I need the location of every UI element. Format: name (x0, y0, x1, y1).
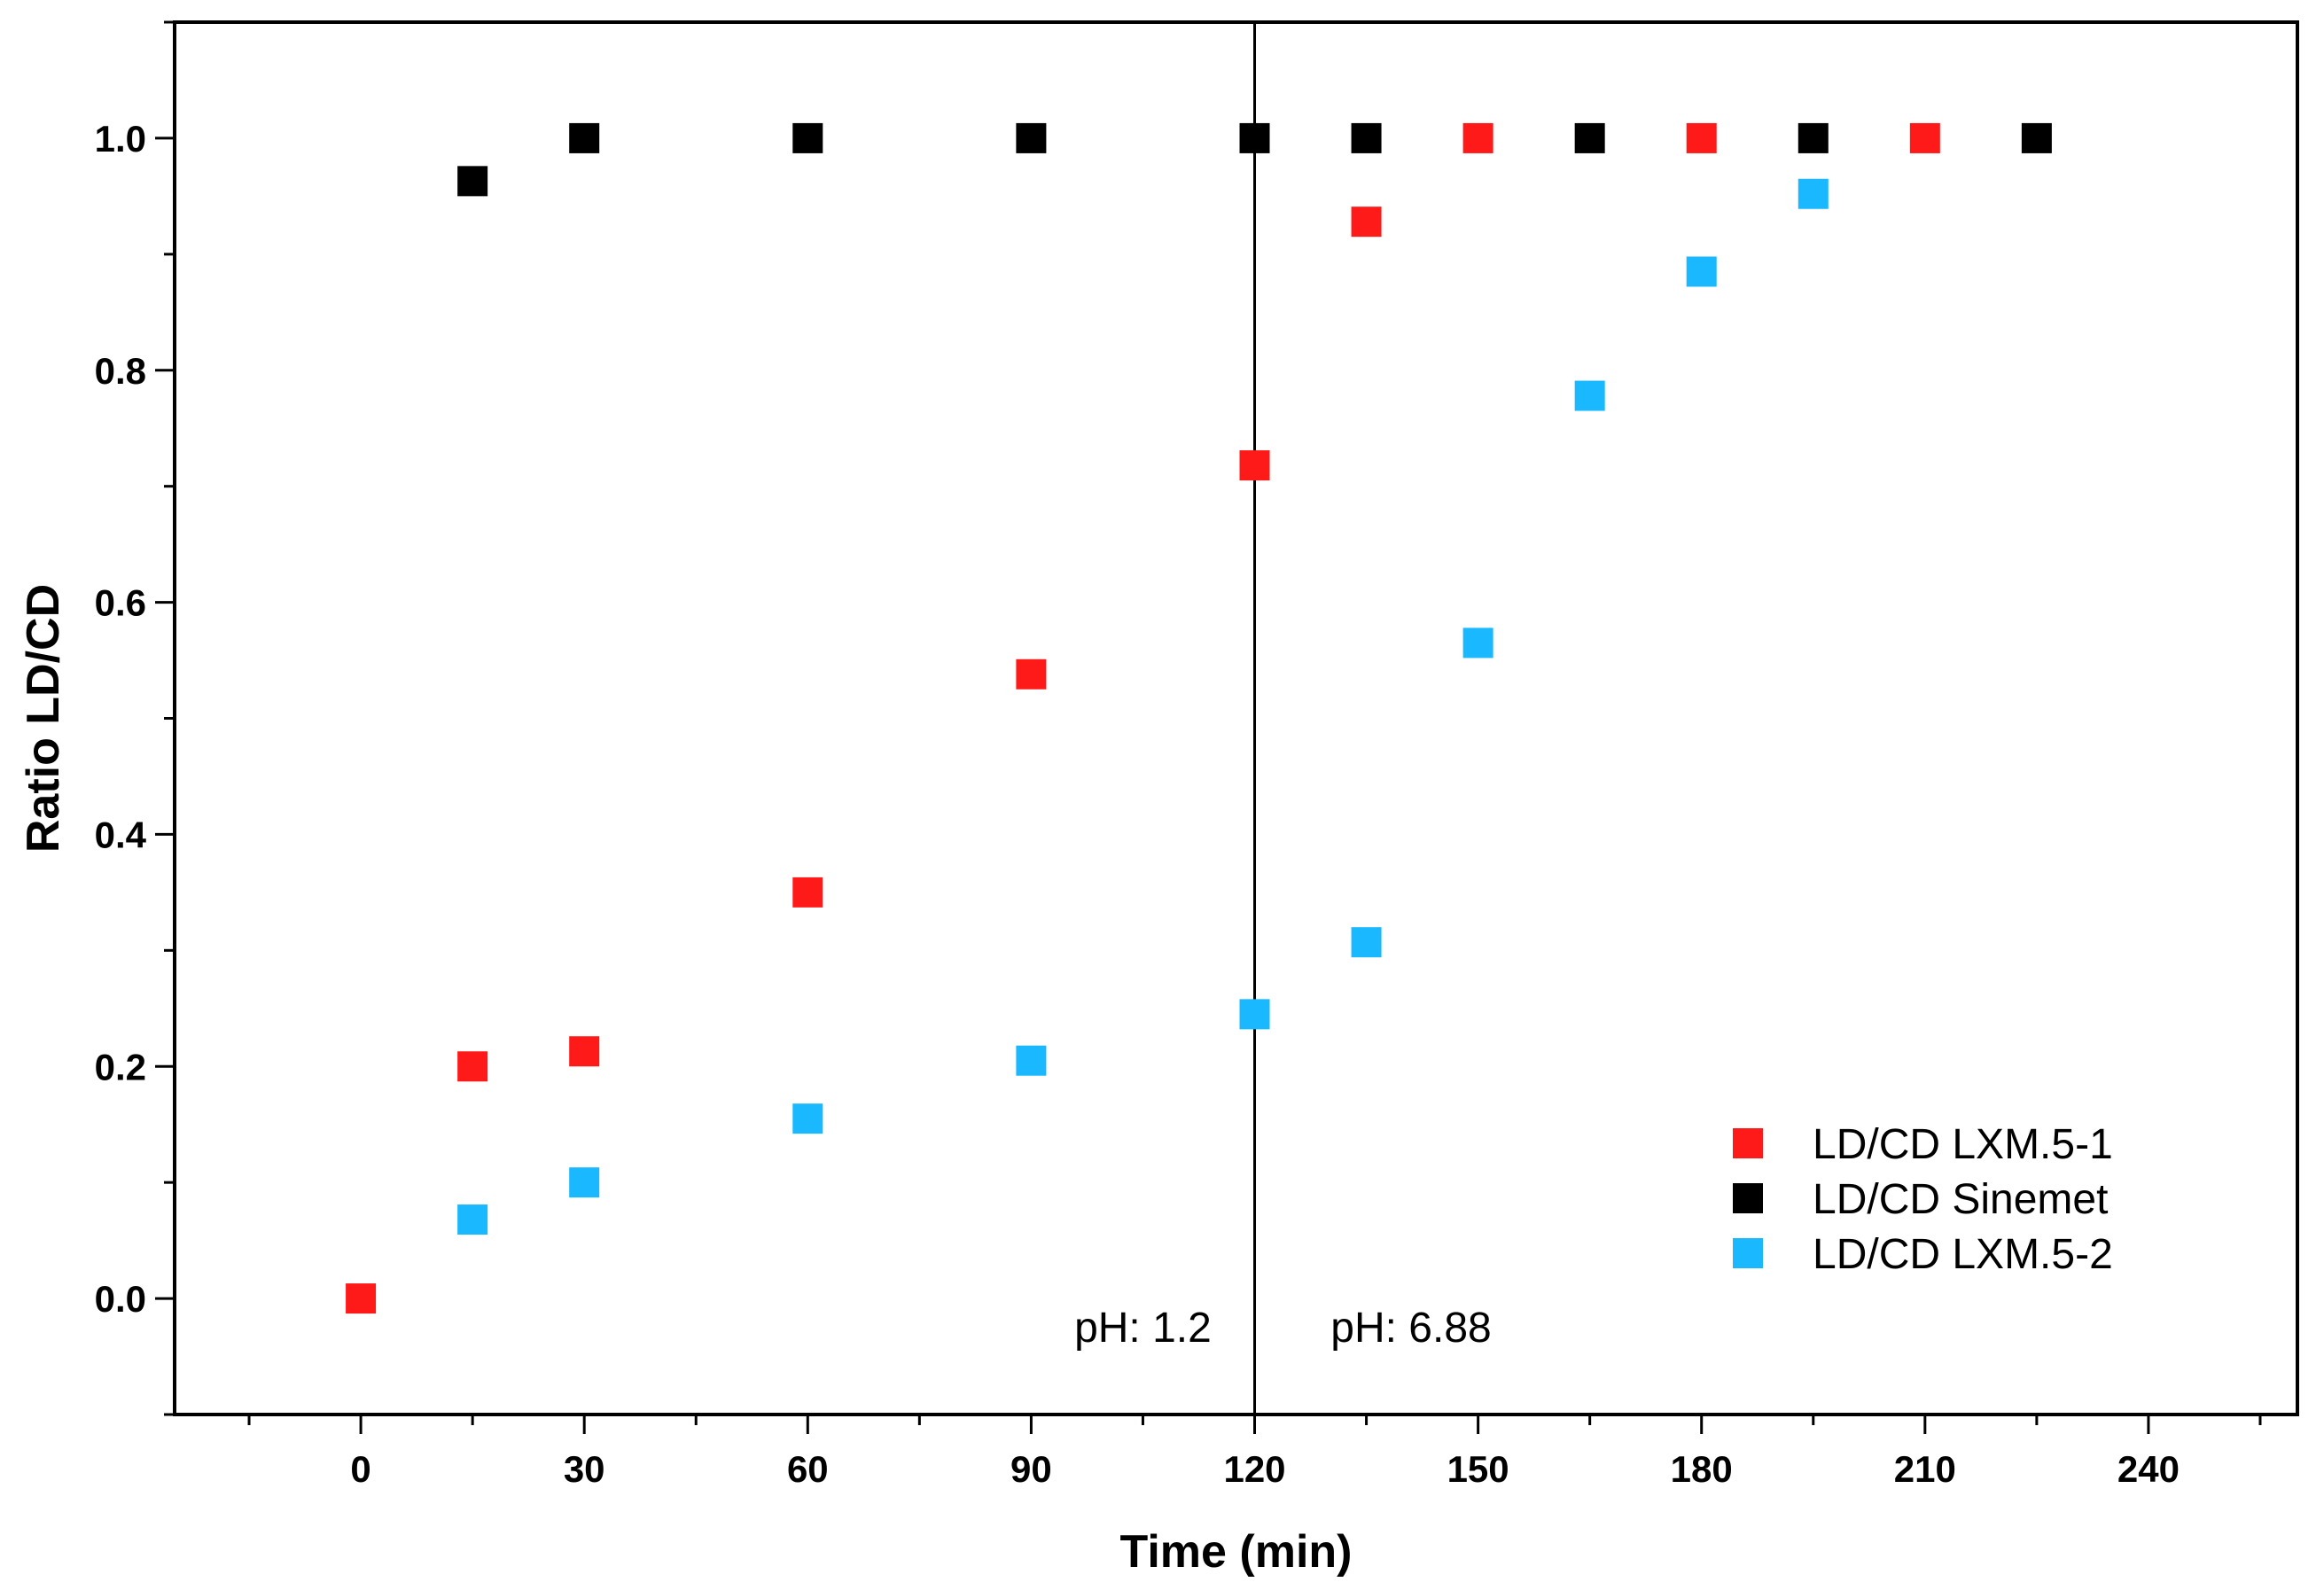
data-point-series-0 (457, 1051, 488, 1082)
x-tick-label: 240 (2117, 1448, 2180, 1490)
x-tick-label: 90 (1010, 1448, 1052, 1490)
legend-label-lxm-5-2: LD/CD LXM.5-2 (1813, 1231, 2113, 1278)
data-point-series-1 (1351, 122, 1382, 153)
annotation-ph-1-2: pH: 1.2 (1074, 1305, 1212, 1352)
data-point-series-2 (1574, 380, 1605, 411)
data-point-series-0 (1351, 207, 1382, 238)
data-point-series-2 (792, 1103, 823, 1134)
data-point-series-1 (1239, 122, 1270, 153)
data-point-series-0 (1016, 659, 1047, 690)
x-tick-label: 60 (787, 1448, 829, 1490)
y-tick-label: 0.6 (95, 582, 146, 624)
plot-frame (173, 20, 2299, 1416)
legend-swatch-sinemet (1733, 1183, 1763, 1213)
legend-swatch-lxm-5-1 (1733, 1128, 1763, 1158)
data-point-series-2 (1462, 627, 1493, 659)
data-point-series-0 (1462, 122, 1493, 153)
y-tick-label: 1.0 (95, 118, 146, 160)
x-tick-label: 30 (564, 1448, 605, 1490)
marks-layer (346, 122, 2052, 1314)
data-point-series-1 (792, 122, 823, 153)
x-tick-label: 150 (1447, 1448, 1509, 1490)
data-point-series-2 (1239, 999, 1270, 1030)
y-tick-label: 0.4 (95, 814, 147, 855)
ticks-layer: 0 30 60 90 120 150 180 210 240 0.0 0.2 0.4 0.6 0.8 1.0 (95, 20, 2262, 1490)
annotation-ph-6-88: pH: 6.88 (1330, 1305, 1491, 1352)
y-tick-label: 0.8 (95, 350, 146, 392)
data-point-series-1 (1798, 122, 1829, 153)
data-point-series-2 (569, 1167, 600, 1198)
legend-swatch-lxm-5-2 (1733, 1238, 1763, 1268)
data-point-series-2 (1351, 927, 1382, 958)
data-point-series-2 (457, 1204, 488, 1235)
data-point-series-1 (2021, 122, 2052, 153)
x-axis-title: Time (min) (1120, 1526, 1353, 1578)
legend-label-lxm-5-1: LD/CD LXM.5-1 (1813, 1121, 2113, 1168)
y-axis-title: Ratio LD/CD (18, 584, 69, 853)
data-point-series-0 (1239, 450, 1270, 481)
data-point-series-1 (457, 166, 488, 197)
data-point-series-1 (1016, 122, 1047, 153)
data-point-series-1 (1574, 122, 1605, 153)
data-point-series-2 (1798, 178, 1829, 209)
data-point-series-0 (1686, 122, 1717, 153)
data-point-series-0 (346, 1283, 377, 1314)
data-point-series-2 (1686, 256, 1717, 287)
data-point-series-0 (792, 877, 823, 908)
data-point-series-2 (1016, 1045, 1047, 1076)
x-tick-label: 0 (350, 1448, 370, 1490)
data-point-series-0 (1909, 122, 1940, 153)
y-tick-label: 0.0 (95, 1278, 146, 1320)
x-tick-label: 120 (1223, 1448, 1285, 1490)
x-tick-label: 180 (1671, 1448, 1733, 1490)
x-tick-label: 210 (1894, 1448, 1956, 1490)
legend-label-sinemet: LD/CD Sinemet (1813, 1176, 2108, 1223)
data-point-series-1 (569, 122, 600, 153)
y-tick-label: 0.2 (95, 1046, 146, 1087)
data-point-series-0 (569, 1036, 600, 1067)
legend: LD/CD LXM.5-1 LD/CD Sinemet LD/CD LXM.5-… (1733, 1121, 2113, 1278)
